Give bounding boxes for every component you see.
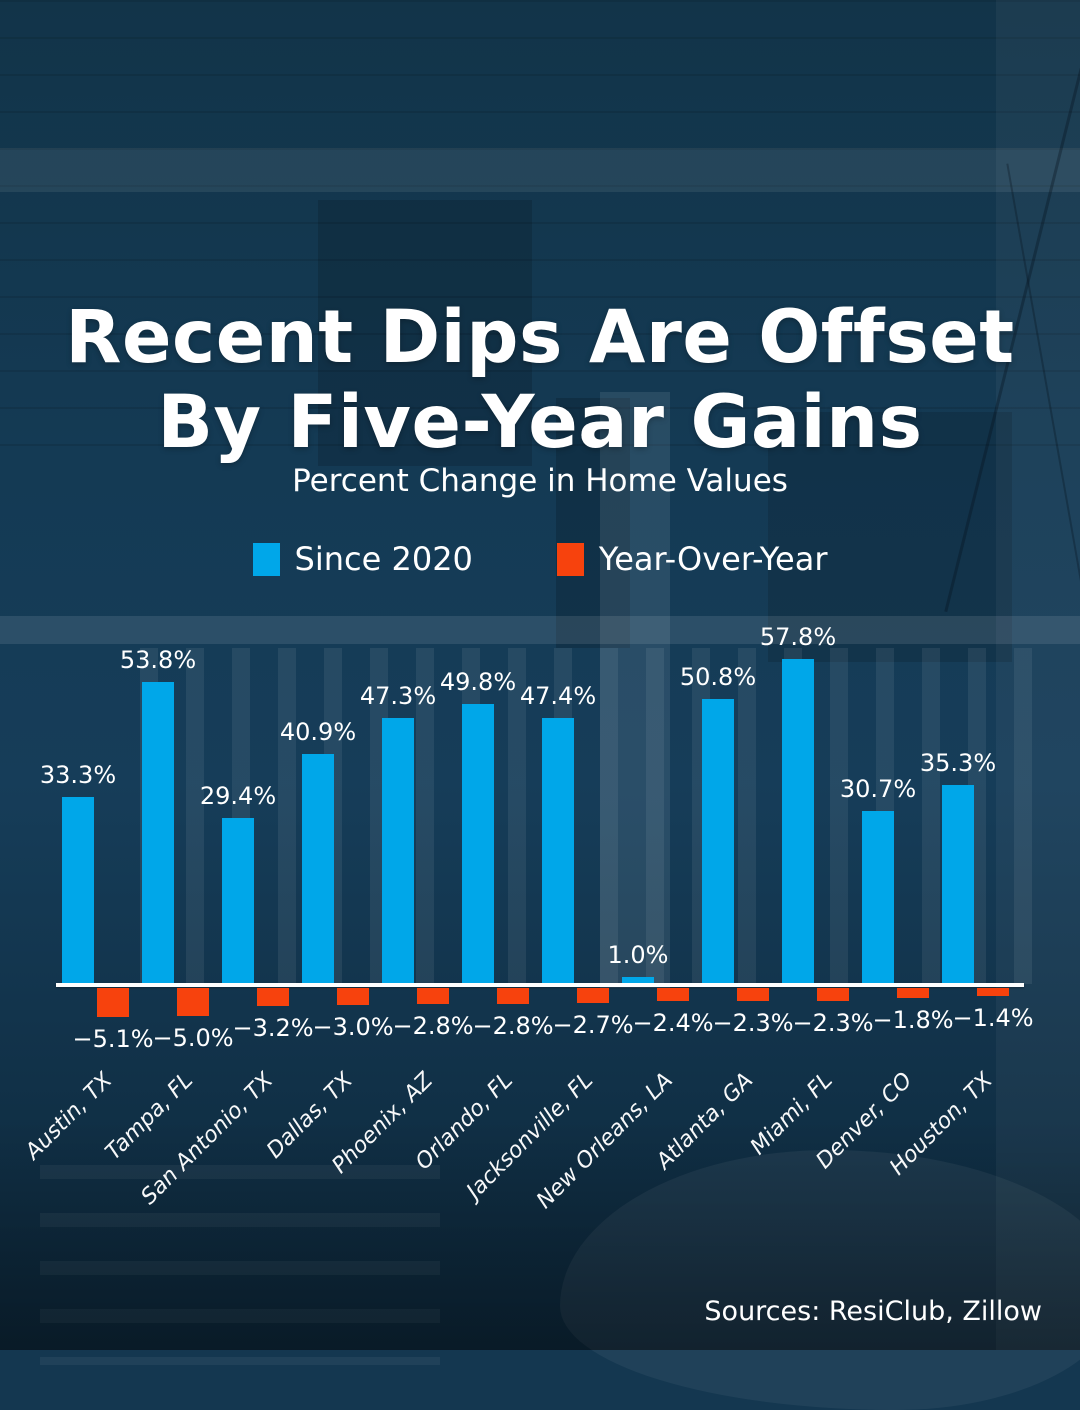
bar-group: 49.8% −2.8% Orlando, FL (411, 620, 554, 1200)
bar-year-over-year (977, 988, 1009, 996)
bar-year-over-year (897, 988, 929, 999)
legend-swatch-blue (252, 542, 280, 576)
value-label-positive: 1.0% (607, 941, 669, 970)
value-label-positive: 33.3% (39, 760, 117, 789)
bar-year-over-year (97, 988, 129, 1017)
bar-year-over-year (417, 988, 449, 1004)
bar-since-2020 (142, 681, 174, 983)
value-label-negative: −5.1% (72, 1024, 154, 1053)
bar-year-over-year (337, 988, 369, 1005)
bar-group: 40.9% −3.0% Dallas, TX (262, 620, 393, 1200)
bar-group: 47.3% −2.8% Phoenix, AZ (327, 620, 473, 1200)
bar-since-2020 (62, 796, 94, 983)
value-label-negative: −3.0% (312, 1012, 394, 1041)
bar-group: 29.4% −3.2% San Antonio, TX (136, 620, 314, 1209)
legend-label: Since 2020 (294, 540, 473, 578)
background-siding (0, 0, 1080, 450)
chart-legend: Since 2020 Year-Over-Year (0, 540, 1080, 578)
bar-year-over-year (497, 988, 529, 1004)
value-label-positive: 50.8% (679, 662, 757, 691)
bar-group: 35.3% −1.4% Houston, TX (885, 620, 1033, 1200)
bar-year-over-year (817, 988, 849, 1001)
background-window (768, 412, 1012, 662)
title-line-2: By Five-Year Gains (157, 380, 923, 466)
background-steps (40, 1165, 440, 1365)
background-porch-post (600, 392, 670, 988)
bar-year-over-year (177, 988, 209, 1016)
background-tree-area (996, 0, 1080, 1350)
value-label-negative: −1.4% (952, 1003, 1034, 1032)
bar-year-over-year (577, 988, 609, 1004)
bar-since-2020 (862, 811, 894, 983)
background-bottom-shade (0, 1120, 1080, 1350)
background-porch-rail (0, 616, 1080, 644)
bar-since-2020 (782, 659, 814, 983)
bar-since-2020 (622, 977, 654, 983)
bar-year-over-year (657, 988, 689, 1002)
bar-since-2020 (462, 704, 494, 983)
value-label-negative: −2.3% (712, 1008, 794, 1037)
value-label-negative: −2.8% (472, 1011, 554, 1040)
source-credit: Sources: ResiClub, Zillow (704, 1296, 1042, 1327)
bar-group: 53.8% −5.0% Tampa, FL (101, 620, 234, 1200)
background-window (556, 398, 630, 648)
value-label-positive: 35.3% (919, 749, 997, 778)
value-label-negative: −2.7% (552, 1011, 634, 1040)
bar-year-over-year (257, 988, 289, 1006)
legend-item-since-2020: Since 2020 (252, 540, 473, 578)
value-label-positive: 47.4% (519, 681, 597, 710)
infographic: Recent Dips Are Offset By Five-Year Gain… (0, 295, 1080, 1327)
legend-item-year-over-year: Year-Over-Year (556, 540, 828, 578)
background-trim-band (0, 148, 1080, 192)
value-label-positive: 57.8% (759, 623, 837, 652)
background-railing-balusters (140, 648, 1060, 984)
legend-label: Year-Over-Year (598, 540, 828, 578)
value-label-negative: −1.8% (872, 1006, 954, 1035)
legend-swatch-red (556, 542, 584, 576)
bar-group: 47.4% −2.7% Jacksonville, FL (462, 620, 634, 1205)
title-line-1: Recent Dips Are Offset (65, 294, 1015, 380)
bar-group: 30.7% −1.8% Denver, CO (812, 620, 954, 1200)
bar-since-2020 (382, 718, 414, 983)
bar-since-2020 (222, 818, 254, 983)
background-base (0, 0, 1080, 1350)
bar-chart: 33.3% −5.1% Austin, TX 53.8% −5.0% Tampa, FL 2… (21, 620, 1033, 1213)
value-label-negative: −5.0% (152, 1024, 234, 1052)
bar-since-2020 (942, 785, 974, 983)
value-label-negative: −2.4% (632, 1009, 714, 1038)
bar-group: 50.8% −2.3% Atlanta, GA (651, 620, 793, 1200)
value-label-positive: 30.7% (839, 775, 917, 804)
value-label-positive: 53.8% (119, 645, 197, 674)
bar-since-2020 (702, 698, 734, 983)
value-label-negative: −3.2% (232, 1013, 314, 1042)
value-label-positive: 29.4% (199, 782, 277, 811)
chart-subtitle: Percent Change in Home Values (292, 463, 788, 499)
page-title: Recent Dips Are Offset By Five-Year Gain… (0, 295, 1080, 466)
value-label-negative: −2.3% (792, 1008, 874, 1037)
background-window (318, 200, 532, 466)
bar-group: 1.0% −2.4% New Orleans, LA (532, 620, 714, 1213)
bar-since-2020 (542, 717, 574, 983)
bar-since-2020 (302, 753, 334, 983)
bar-year-over-year (737, 988, 769, 1001)
value-label-positive: 47.3% (359, 682, 437, 711)
bar-group: 33.3% −5.1% Austin, TX (21, 620, 153, 1200)
value-label-positive: 40.9% (279, 717, 357, 746)
x-axis-line (56, 983, 1024, 987)
bar-group: 57.8% −2.3% Miami, FL (746, 620, 874, 1200)
value-label-negative: −2.8% (392, 1011, 474, 1040)
value-label-positive: 49.8% (439, 668, 517, 697)
